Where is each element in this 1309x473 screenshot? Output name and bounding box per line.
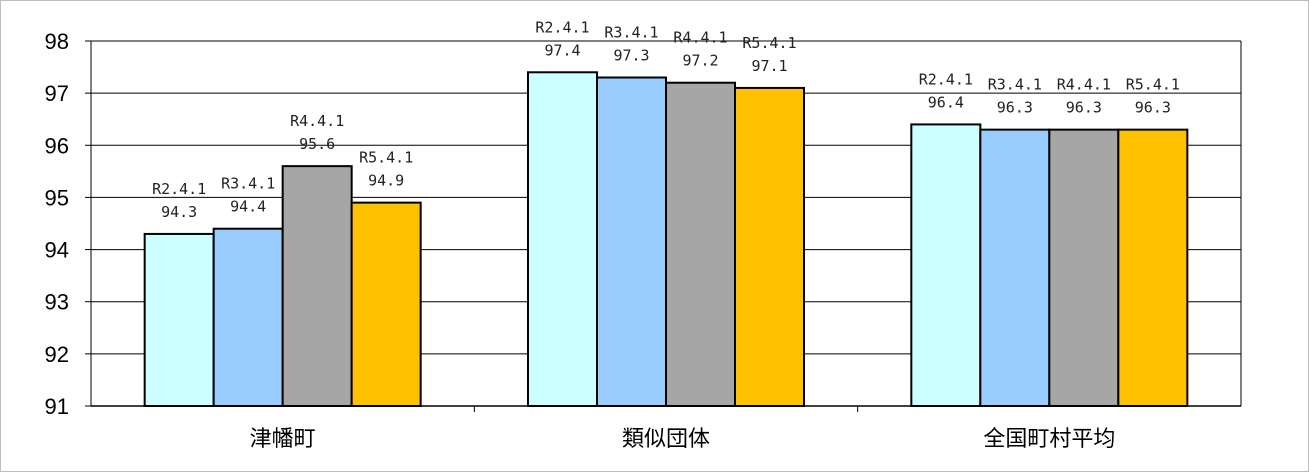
y-tick-label: 97 xyxy=(45,81,69,106)
bar-R2.4.1-2 xyxy=(910,123,982,408)
data-label-series: R4.4.1 xyxy=(673,29,727,47)
data-label-series: R2.4.1 xyxy=(535,18,589,36)
data-label-value: 97.4 xyxy=(544,41,580,59)
data-label-series: R5.4.1 xyxy=(359,149,413,167)
category-label: 類似団体 xyxy=(622,427,710,452)
bar-R3.4.1-2 xyxy=(979,128,1051,407)
data-label-value: 96.3 xyxy=(1135,99,1171,117)
y-tick-label: 91 xyxy=(45,394,69,419)
data-label-value: 94.9 xyxy=(368,172,404,190)
data-label-value: 94.3 xyxy=(161,203,197,221)
y-tick-label: 93 xyxy=(45,290,69,315)
data-label-series: R4.4.1 xyxy=(1057,76,1111,94)
category-label: 全国町村平均 xyxy=(983,427,1115,452)
bar-R4.4.1-1 xyxy=(665,81,736,407)
y-tick-label: 94 xyxy=(45,238,69,263)
data-label-value: 95.6 xyxy=(299,135,335,153)
data-label-series: R3.4.1 xyxy=(604,24,658,42)
data-label-value: 96.4 xyxy=(928,93,964,111)
bar-R5.4.1-2 xyxy=(1117,128,1189,407)
data-label-value: 97.2 xyxy=(682,52,718,70)
data-label-series: R2.4.1 xyxy=(919,70,973,88)
data-label-value: 97.1 xyxy=(751,57,787,75)
data-label-value: 96.3 xyxy=(997,99,1033,117)
data-label-value: 97.3 xyxy=(613,47,649,65)
bar-R3.4.1-1 xyxy=(596,76,667,407)
data-label-series: R4.4.1 xyxy=(290,112,344,130)
bar-R5.4.1-0 xyxy=(350,201,422,407)
y-tick-label: 95 xyxy=(45,185,69,210)
data-label-series: R3.4.1 xyxy=(221,175,275,193)
y-tick-label: 92 xyxy=(45,342,69,367)
data-label-series: R2.4.1 xyxy=(152,180,206,198)
y-tick-label: 98 xyxy=(45,29,69,54)
bar-R2.4.1-0 xyxy=(143,232,215,407)
bar-R2.4.1-1 xyxy=(527,71,598,408)
data-label-series: R5.4.1 xyxy=(1126,76,1180,94)
data-label-series: R3.4.1 xyxy=(988,76,1042,94)
bar-R3.4.1-0 xyxy=(212,227,284,407)
bar-R5.4.1-1 xyxy=(734,86,805,408)
data-label-series: R5.4.1 xyxy=(742,34,796,52)
bar-R4.4.1-2 xyxy=(1048,128,1120,407)
category-label: 津幡町 xyxy=(250,427,316,452)
data-label-value: 96.3 xyxy=(1066,99,1102,117)
y-tick-label: 96 xyxy=(45,133,69,158)
bar-R4.4.1-0 xyxy=(281,165,353,407)
data-label-value: 94.4 xyxy=(230,198,266,216)
